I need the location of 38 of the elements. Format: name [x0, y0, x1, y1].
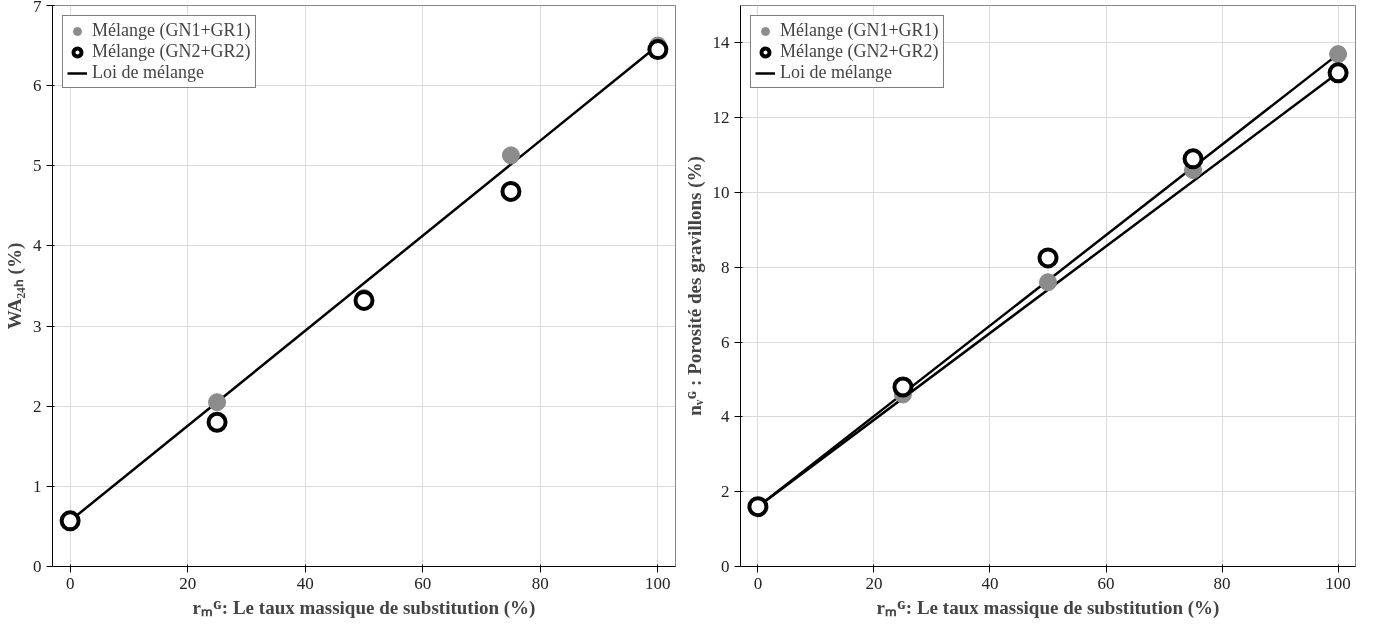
y-tick-label: 14	[712, 33, 730, 53]
y-tick-label: 12	[712, 108, 730, 128]
x-tick-label: 40	[981, 573, 999, 593]
legend-label: Mélange (GN1+GR1)	[780, 20, 939, 41]
x-axis-title: rₘᴳ: Le taux massique de substitution (%)	[876, 596, 1220, 619]
y-tick-label: 5	[33, 156, 42, 176]
legend-label: Mélange (GN2+GR2)	[92, 41, 251, 62]
x-tick-label: 80	[531, 573, 549, 593]
legend-label: Loi de mélange	[780, 62, 892, 83]
x-tick-label: 0	[753, 573, 763, 593]
y-tick-label: 10	[712, 183, 730, 202]
legend-label: Mélange (GN2+GR2)	[780, 41, 939, 62]
y-tick-label: 2	[33, 396, 42, 416]
y-tick-label: 1	[33, 476, 42, 496]
x-tick-label: 80	[1213, 573, 1231, 593]
x-tick-label: 0	[65, 573, 75, 593]
x-tick-label: 20	[179, 573, 197, 593]
x-tick-label: 60	[1097, 573, 1115, 593]
y-tick-label: 6	[721, 332, 730, 352]
y-axis-title: WA₂₄ₕ (%)	[4, 242, 26, 330]
y-tick-label: 3	[33, 316, 42, 336]
legend-label: Mélange (GN1+GR1)	[92, 20, 251, 41]
x-tick-label: 40	[296, 573, 314, 593]
y-tick-label: 4	[33, 236, 42, 256]
y-tick-label: 2	[721, 482, 730, 502]
x-axis-title: rₘᴳ: Le taux massique de substitution (%)	[192, 596, 536, 619]
y-tick-label: 4	[721, 407, 730, 427]
y-tick-label: 7	[33, 0, 42, 16]
x-tick-label: 20	[865, 573, 883, 593]
y-tick-label: 6	[33, 76, 42, 96]
legend-label: Loi de mélange	[92, 62, 204, 83]
y-tick-label: 0	[721, 557, 730, 576]
x-tick-label: 100	[645, 573, 671, 593]
y-tick-label: 0	[33, 557, 42, 576]
y-axis-title: nᵥᴳ : Porosité des gravillons (%)	[683, 156, 706, 416]
x-tick-label: 60	[414, 573, 432, 593]
y-tick-label: 8	[721, 257, 730, 277]
x-tick-label: 100	[1325, 573, 1351, 593]
